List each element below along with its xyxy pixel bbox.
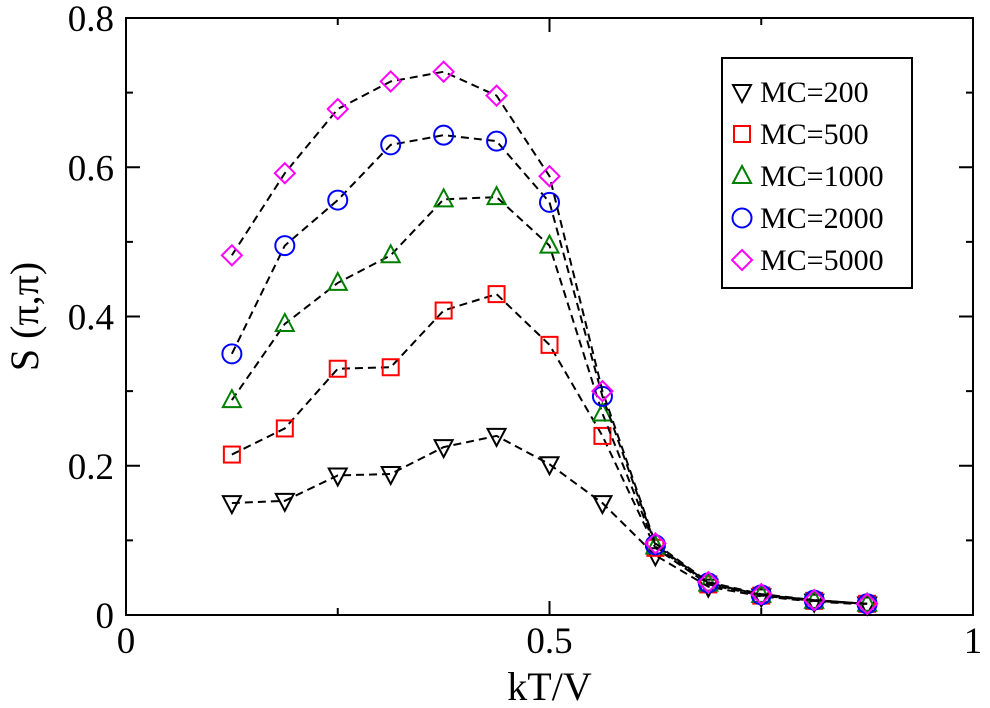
- data-point-mc-200: [485, 427, 508, 449]
- data-point-mc-200: [856, 596, 878, 617]
- x-tick-label: 0.5: [526, 621, 572, 662]
- legend-label-mc-200: MC=200: [760, 76, 869, 109]
- data-point-mc-5000: [538, 164, 561, 188]
- data-point-mc-2000: [486, 130, 508, 152]
- data-point-mc-200: [591, 495, 614, 516]
- data-point-mc-200: [274, 492, 296, 513]
- legend-label-mc-500: MC=500: [760, 118, 869, 151]
- data-point-mc-200: [432, 439, 455, 460]
- series-mc-500: [222, 285, 877, 613]
- data-point-mc-5000: [379, 70, 403, 93]
- y-tick-label: 0: [96, 596, 115, 637]
- legend-marker-mc-1000: [731, 163, 753, 184]
- x-axis-label: kT/V: [507, 664, 592, 708]
- y-tick-label: 0.4: [68, 298, 114, 339]
- series-line-mc-500: [231, 292, 868, 605]
- data-point-mc-500: [434, 301, 453, 320]
- series-mc-5000: [220, 60, 879, 616]
- data-point-mc-5000: [696, 570, 720, 594]
- data-point-mc-200: [803, 593, 825, 614]
- data-point-mc-1000: [274, 311, 296, 332]
- series-line-mc-5000: [231, 70, 868, 605]
- data-point-mc-1000: [538, 233, 561, 254]
- data-point-mc-1000: [221, 387, 243, 409]
- legend-label-mc-1000: MC=1000: [760, 160, 884, 193]
- data-point-mc-200: [538, 456, 561, 477]
- data-point-mc-5000: [273, 161, 297, 185]
- data-point-mc-500: [593, 426, 612, 445]
- data-point-mc-200: [327, 467, 349, 488]
- data-point-mc-1000: [856, 591, 878, 612]
- y-tick-label: 0.8: [68, 0, 114, 40]
- legend-marker-mc-200: [731, 84, 753, 105]
- x-tick-label: 0: [117, 621, 136, 662]
- y-tick-label: 0.6: [68, 148, 114, 189]
- data-point-mc-2000: [591, 385, 613, 407]
- data-point-mc-5000: [855, 592, 879, 616]
- legend-box: [721, 57, 913, 289]
- x-tick-label: 1: [964, 621, 983, 662]
- legend-marker-mc-2000: [731, 207, 753, 229]
- data-point-mc-500: [328, 359, 347, 378]
- y-tick-label: 0.2: [68, 447, 114, 488]
- data-point-mc-2000: [539, 191, 560, 213]
- data-point-mc-2000: [433, 124, 455, 146]
- data-point-mc-200: [750, 588, 772, 609]
- data-point-mc-500: [381, 358, 400, 377]
- data-point-mc-5000: [326, 97, 350, 121]
- legend-label-mc-2000: MC=2000: [760, 202, 884, 235]
- data-point-mc-5000: [432, 60, 456, 84]
- data-point-mc-2000: [221, 343, 243, 365]
- data-point-mc-500: [540, 335, 559, 354]
- data-point-mc-5000: [485, 84, 508, 108]
- data-point-mc-1000: [380, 243, 402, 264]
- data-point-mc-2000: [327, 189, 349, 211]
- data-point-mc-5000: [591, 379, 614, 403]
- data-point-mc-1000: [432, 187, 455, 208]
- data-point-mc-500: [487, 285, 506, 304]
- data-point-mc-200: [380, 465, 402, 487]
- y-axis-label: S (π,π): [2, 262, 47, 371]
- data-point-mc-200: [221, 495, 243, 516]
- data-point-mc-5000: [643, 531, 667, 555]
- data-point-mc-5000: [802, 588, 826, 612]
- legend-marker-mc-500: [733, 125, 751, 143]
- axis-ticks: 0 0.5 1 0 0.2 0.4 0.6 0.8: [68, 0, 983, 662]
- data-point-mc-500: [222, 445, 241, 464]
- data-point-mc-2000: [380, 134, 402, 156]
- legend: MC=200 MC=500 MC=1000 MC=2000 MC=5000: [721, 57, 913, 289]
- legend-label-mc-5000: MC=5000: [760, 244, 884, 277]
- data-point-mc-1000: [327, 270, 349, 291]
- data-point-mc-2000: [274, 235, 296, 257]
- data-point-mc-5000: [220, 243, 244, 267]
- data-point-mc-5000: [749, 582, 773, 606]
- legend-marker-mc-5000: [730, 248, 754, 272]
- data-point-mc-1000: [591, 401, 614, 422]
- series-mc-200: [221, 427, 878, 617]
- series-line-mc-200: [231, 434, 868, 606]
- data-point-mc-500: [275, 419, 294, 438]
- data-point-mc-1000: [485, 184, 508, 206]
